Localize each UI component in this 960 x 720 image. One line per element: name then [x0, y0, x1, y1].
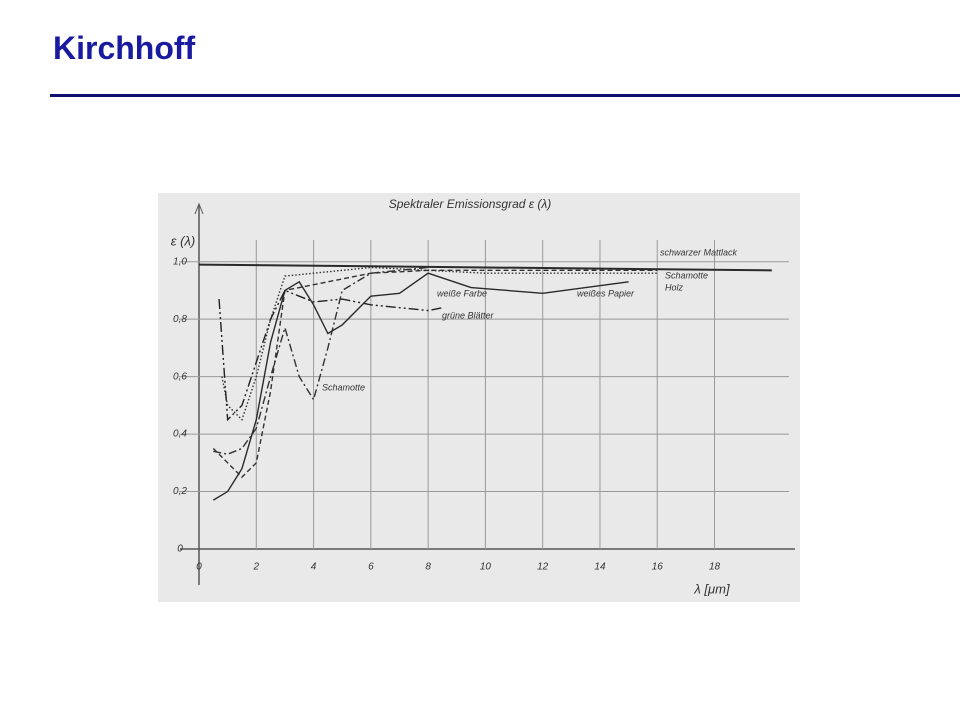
x-tick-label: 10 [480, 562, 492, 573]
series-line [218, 289, 443, 422]
series-label: weißes Papier [577, 288, 635, 298]
x-tick-label: 14 [594, 562, 606, 573]
series-line [212, 269, 658, 479]
series-label: Holz [665, 282, 684, 292]
title-rule [50, 94, 960, 97]
y-tick-label: 0 [177, 544, 183, 555]
x-tick-label: 8 [425, 562, 431, 573]
series-label: Schamotte [665, 270, 708, 280]
x-axis-label: λ [μm] [693, 581, 730, 596]
series-label: grüne Blätter [442, 310, 495, 320]
y-tick-label: 0,8 [173, 314, 187, 325]
slide-title: Kirchhoff [53, 30, 196, 66]
y-tick-label: 1,0 [173, 256, 187, 267]
x-tick-label: 0 [196, 562, 202, 573]
y-axis-arrow [194, 202, 204, 215]
y-tick-label: 0,2 [173, 486, 187, 497]
y-tick-label: 0,6 [173, 371, 187, 382]
series-line [213, 266, 429, 455]
series-line [198, 263, 772, 272]
x-tick-label: 6 [368, 562, 374, 573]
x-tick-label: 16 [652, 562, 664, 573]
x-tick-label: 2 [253, 562, 260, 573]
series-label: weiße Farbe [437, 288, 487, 298]
series-line [212, 272, 629, 501]
series-label: Schamotte [322, 382, 365, 392]
series-label: schwarzer Mattlack [660, 247, 738, 257]
x-tick-label: 12 [537, 562, 549, 573]
x-tick-label: 18 [709, 562, 721, 573]
y-axis-label: ε (λ) [171, 233, 195, 248]
y-tick-label: 0,4 [173, 429, 187, 440]
chart-title: Spektraler Emissionsgrad ε (λ) [389, 197, 552, 211]
series-line [221, 266, 658, 422]
x-tick-label: 4 [311, 562, 317, 573]
